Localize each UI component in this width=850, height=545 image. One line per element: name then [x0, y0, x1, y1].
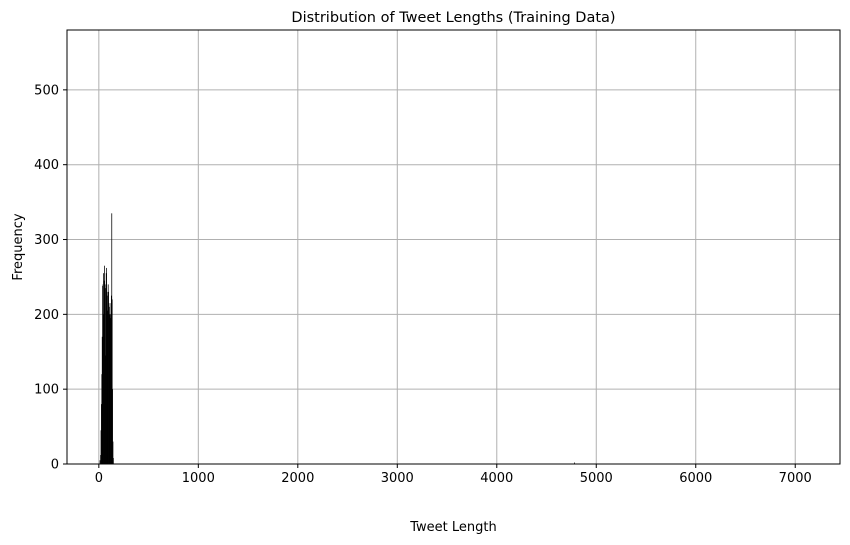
histogram-bar [107, 310, 109, 464]
histogram-bar [110, 303, 112, 464]
plot-area-frame [66, 29, 841, 465]
histogram-bar [101, 404, 102, 464]
x-tick-label: 7000 [779, 471, 812, 486]
histogram-bar [106, 267, 107, 464]
grid-layer [67, 30, 840, 465]
x-tick-label: 3000 [381, 471, 414, 486]
x-tick-label: 1000 [182, 471, 215, 486]
histogram-bar [105, 355, 106, 464]
y-tick-label: 100 [34, 383, 59, 398]
histogram-bar [109, 314, 111, 464]
histogram-bar [108, 303, 110, 464]
x-tick-label: 5000 [580, 471, 613, 486]
x-tick-label: 2000 [281, 471, 314, 486]
histogram-bar [102, 284, 104, 464]
histogram-bar [100, 430, 102, 464]
histogram-bar [99, 460, 101, 464]
histogram-bar [573, 462, 575, 464]
histogram-bar [103, 314, 105, 464]
histogram-bar [105, 273, 107, 464]
histogram-bar [110, 295, 112, 464]
ticks-layer: 0 1000 2000 3000 4000 5000 6000 7000 0 100 200 300 4… [34, 83, 812, 486]
histogram-bar [109, 306, 110, 464]
x-tick-label: 0 [95, 471, 103, 486]
histogram-bar [107, 295, 108, 464]
y-tick-label: 0 [51, 458, 59, 473]
histogram-bar [103, 273, 104, 464]
histogram-bar [101, 336, 103, 464]
histogram-bar [104, 265, 105, 464]
y-tick-label: 500 [34, 83, 59, 98]
bars-layer [99, 213, 575, 464]
histogram-bar [111, 299, 113, 464]
histogram-bar [103, 280, 105, 464]
histogram-bar [101, 374, 103, 464]
histogram-bar [106, 291, 108, 464]
histogram-bar [112, 389, 113, 464]
histogram-bar [108, 291, 109, 464]
chart-title: Distribution of Tweet Lengths (Training … [291, 10, 615, 26]
x-axis-label: Tweet Length [409, 520, 497, 535]
y-tick-label: 200 [34, 308, 59, 323]
x-tick-label: 6000 [679, 471, 712, 486]
histogram-bar [112, 441, 114, 464]
histogram-bar [107, 284, 109, 464]
histogram-bar [105, 284, 107, 464]
histogram-bar [112, 458, 114, 464]
histogram-bar [109, 318, 111, 464]
histogram-bar [102, 285, 103, 464]
histogram-bar [100, 455, 102, 464]
x-tick-label: 4000 [480, 471, 513, 486]
y-axis-label: Frequency [11, 213, 26, 280]
y-tick-label: 300 [34, 233, 59, 248]
y-tick-label: 400 [34, 158, 59, 173]
histogram-bar [111, 213, 113, 464]
histogram-bar [110, 314, 111, 464]
histogram-bar [104, 288, 106, 464]
